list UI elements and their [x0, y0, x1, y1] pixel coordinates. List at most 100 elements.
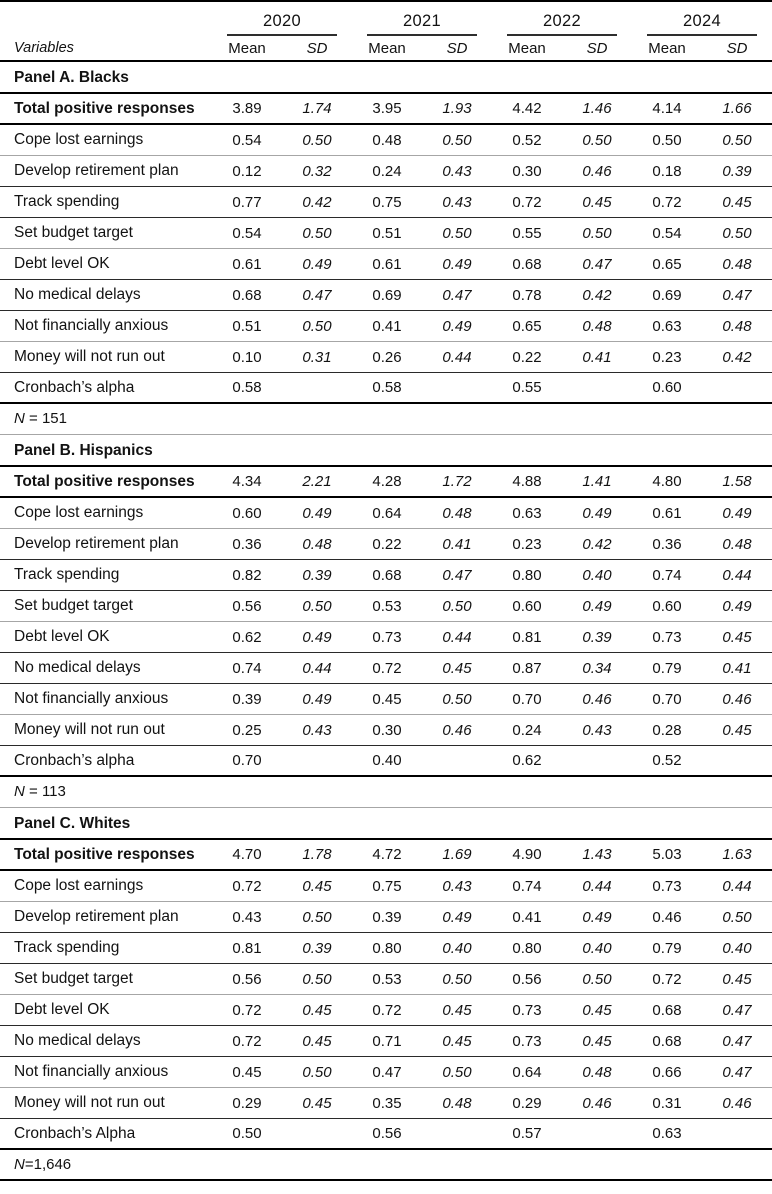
row-label: Track spending — [14, 939, 120, 956]
sd-value: 0.50 — [302, 970, 332, 988]
sd-value: 0.50 — [302, 131, 332, 149]
column-header-row: Variables Mean SD Mean SD Mean SD Mean S… — [0, 36, 772, 62]
mean-value: 0.41 — [512, 908, 542, 926]
mean-value: 0.79 — [652, 939, 682, 957]
sd-value: 0.49 — [442, 908, 472, 926]
row-label: Cronbach’s alpha — [14, 378, 135, 396]
row-label: Track spending — [14, 193, 120, 210]
sd-value: 0.50 — [722, 908, 752, 926]
sd-value: 0.49 — [442, 317, 472, 335]
sd-value: 0.41 — [722, 659, 752, 677]
table-row: Not financially anxious 0.45 0.50 0.47 0.50 0… — [0, 1057, 772, 1088]
sd-value: 0.50 — [302, 908, 332, 926]
mean-value: 0.63 — [652, 1125, 682, 1142]
sd-value: 0.45 — [302, 877, 332, 895]
mean-value: 0.54 — [232, 131, 262, 149]
sd-value: 0.47 — [722, 286, 752, 304]
sd-value: 0.45 — [442, 1032, 472, 1050]
sd-value: 0.47 — [442, 566, 472, 584]
mean-value: 0.24 — [512, 721, 542, 739]
table-row: Cope lost earnings 0.72 0.45 0.75 0.43 0.74 0.… — [0, 871, 772, 902]
mean-value: 0.72 — [232, 1001, 262, 1019]
mean-value: 0.75 — [372, 877, 402, 895]
mean-value: 0.51 — [232, 317, 262, 335]
sd-value: 0.47 — [302, 286, 332, 304]
sd-value: 0.49 — [302, 504, 332, 522]
row-label: Debt level OK — [14, 628, 110, 645]
mean-value: 0.75 — [372, 193, 402, 211]
row-label: No medical delays — [14, 1032, 141, 1049]
sd-value: 0.44 — [302, 659, 332, 677]
sd-value: 0.40 — [722, 939, 752, 957]
mean-value: 0.39 — [372, 908, 402, 926]
row-label: Track spending — [14, 566, 120, 583]
sd-value: 0.43 — [302, 721, 332, 739]
mean-value: 0.68 — [232, 286, 262, 304]
sd-value: 0.43 — [582, 721, 612, 739]
year-header-2024: 2024 — [632, 6, 772, 36]
sd-value: 0.48 — [722, 535, 752, 553]
mean-value: 0.68 — [652, 1001, 682, 1019]
sd-value: 0.49 — [582, 597, 612, 615]
mean-value: 0.35 — [372, 1094, 402, 1112]
sd-value: 0.44 — [442, 628, 472, 646]
sd-value: 0.31 — [302, 348, 332, 366]
row-label: Set budget target — [14, 224, 133, 241]
mean-value: 0.18 — [652, 162, 682, 180]
mean-value: 4.72 — [372, 846, 402, 863]
sd-value: 0.42 — [582, 535, 612, 553]
sd-value: 0.40 — [442, 939, 472, 957]
sd-value: 0.39 — [302, 939, 332, 957]
sd-value: 0.41 — [442, 535, 472, 553]
panel-title: Panel C. Whites — [0, 808, 772, 840]
mean-value: 4.28 — [372, 473, 402, 490]
mean-value: 0.56 — [232, 597, 262, 615]
sd-value: 0.47 — [582, 255, 612, 273]
mean-value: 0.26 — [372, 348, 402, 366]
mean-value: 0.23 — [512, 535, 542, 553]
table-row: Set budget target 0.56 0.50 0.53 0.50 0.56 0.5… — [0, 964, 772, 995]
mean-value: 0.55 — [512, 379, 542, 396]
sd-value: 0.49 — [722, 597, 752, 615]
sd-value: 0.39 — [302, 566, 332, 584]
panel-title: Panel A. Blacks — [0, 62, 772, 94]
mean-value: 0.77 — [232, 193, 262, 211]
mean-value: 4.42 — [512, 100, 542, 117]
panel-section: Panel A. Blacks Total positive responses 3… — [0, 62, 772, 435]
mean-value: 0.68 — [512, 255, 542, 273]
table-row: Cope lost earnings 0.54 0.50 0.48 0.50 0.52 0.… — [0, 125, 772, 156]
sd-value: 1.46 — [582, 100, 612, 117]
mean-value: 0.36 — [232, 535, 262, 553]
sd-header: SD — [586, 39, 608, 57]
sd-value: 1.72 — [442, 473, 472, 490]
mean-value: 0.40 — [372, 752, 402, 769]
sd-value: 1.58 — [722, 473, 752, 490]
mean-value: 0.65 — [512, 317, 542, 335]
row-label: Set budget target — [14, 597, 133, 614]
mean-value: 0.64 — [372, 504, 402, 522]
mean-value: 0.80 — [512, 939, 542, 957]
sd-value: 0.44 — [722, 566, 752, 584]
row-label: Money will not run out — [14, 348, 165, 365]
table-row: Not financially anxious 0.51 0.50 0.41 0.49 0… — [0, 311, 772, 342]
sd-value: 0.47 — [442, 286, 472, 304]
sd-value: 0.50 — [302, 317, 332, 335]
sd-value: 0.47 — [722, 1063, 752, 1081]
sd-value: 0.50 — [442, 131, 472, 149]
mean-value: 4.88 — [512, 473, 542, 490]
mean-value: 0.51 — [372, 224, 402, 242]
sd-value: 0.45 — [582, 1032, 612, 1050]
sd-value: 0.45 — [302, 1001, 332, 1019]
mean-value: 0.31 — [652, 1094, 682, 1112]
sd-value: 0.46 — [722, 1094, 752, 1112]
table-row: Cronbach’s alpha 0.58 0.58 0.55 0.60 — [0, 373, 772, 404]
mean-value: 0.22 — [372, 535, 402, 553]
sd-value: 0.46 — [582, 690, 612, 708]
row-label: Develop retirement plan — [14, 535, 179, 552]
sd-value: 0.50 — [582, 970, 612, 988]
mean-value: 0.55 — [512, 224, 542, 242]
sd-value: 1.78 — [302, 846, 332, 863]
sd-value: 0.50 — [582, 131, 612, 149]
mean-value: 0.39 — [232, 690, 262, 708]
sd-value: 1.41 — [582, 473, 612, 490]
